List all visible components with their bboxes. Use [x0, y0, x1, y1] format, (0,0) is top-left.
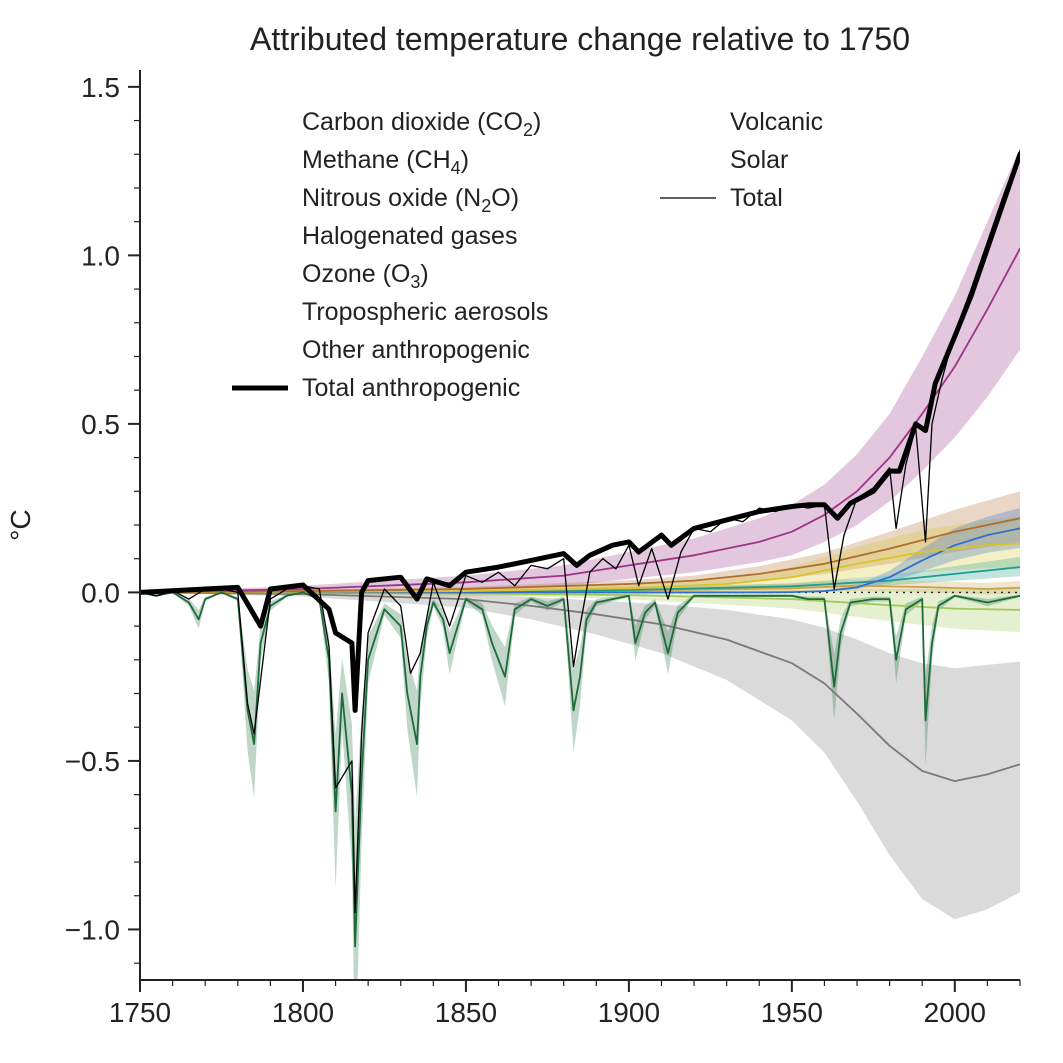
x-tick-label: 1800: [272, 997, 334, 1028]
legend-item-aero: Tropospheric aerosols: [302, 298, 548, 326]
x-tick-label: 1850: [435, 997, 497, 1028]
legend-label: Methane (CH4): [302, 146, 469, 178]
legend-item-ch4: Methane (CH4): [302, 146, 469, 178]
legend-label: Carbon dioxide (CO2): [302, 108, 541, 140]
legend-item-halo: Halogenated gases: [302, 222, 517, 250]
legend-item-volc: Volcanic: [730, 108, 823, 136]
legend-label: Total: [730, 184, 783, 212]
legend-label: Volcanic: [730, 108, 823, 136]
y-tick-label: 1.5: [81, 72, 120, 103]
x-tick-label: 1750: [109, 997, 171, 1028]
y-tick-label: −0.5: [65, 746, 120, 777]
chart-title: Attributed temperature change relative t…: [250, 21, 910, 57]
y-tick-label: −1.0: [65, 914, 120, 945]
legend-label: Ozone (O3): [302, 260, 429, 292]
legend-item-co2: Carbon dioxide (CO2): [302, 108, 541, 140]
chart-container: 1750 1800 1850 1900 1950 2000 −1.0 −0.5 0.0 0.5 1.…: [0, 0, 1063, 1063]
y-axis-label: °C: [5, 509, 36, 540]
y-tick-label: 0.5: [81, 409, 120, 440]
legend-label: Total anthropogenic: [302, 374, 520, 402]
legend-label: Solar: [730, 146, 788, 174]
y-tick-label: 0.0: [81, 577, 120, 608]
legend-item-solar: Solar: [730, 146, 788, 174]
legend-label: Tropospheric aerosols: [302, 298, 548, 326]
temperature-attribution-chart: 1750 1800 1850 1900 1950 2000 −1.0 −0.5 0.0 0.5 1.…: [0, 0, 1063, 1063]
legend-item-ozone: Ozone (O3): [302, 260, 429, 292]
legend-label: Other anthropogenic: [302, 336, 530, 364]
y-tick-label: 1.0: [81, 240, 120, 271]
legend-item-other: Other anthropogenic: [302, 336, 530, 364]
x-tick-label: 1950: [761, 997, 823, 1028]
x-tick-label: 2000: [924, 997, 986, 1028]
x-tick-label: 1900: [598, 997, 660, 1028]
legend-label: Halogenated gases: [302, 222, 517, 250]
